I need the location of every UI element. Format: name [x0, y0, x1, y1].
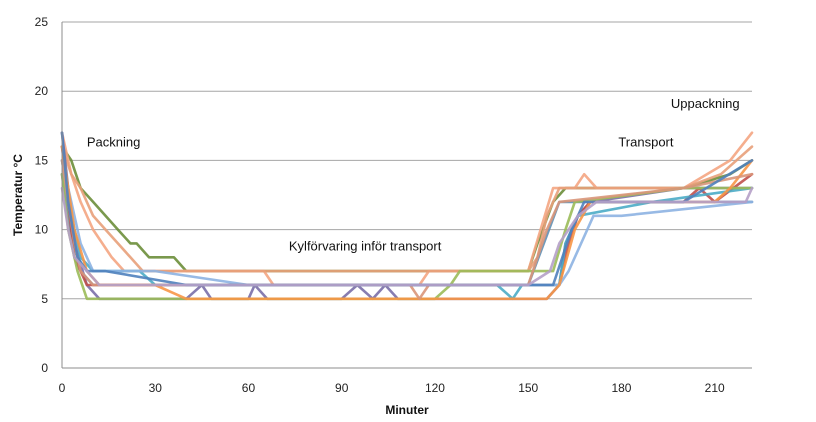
y-tick-label: 15: [35, 153, 49, 167]
x-axis-title: Minuter: [385, 403, 429, 417]
axes: [61, 22, 752, 369]
y-tick-label: 10: [35, 223, 49, 237]
series-line-8: [60, 172, 754, 301]
y-tick-label: 25: [35, 15, 49, 29]
annotation-label: Uppackning: [671, 96, 740, 111]
y-tick-label: 20: [35, 84, 49, 98]
x-tick-label: 180: [611, 381, 631, 395]
x-tick-label: 210: [705, 381, 725, 395]
annotation-label: Kylförvaring inför transport: [289, 238, 442, 253]
tick-labels: 0 5 10 15 20 25 0 30 60 90 120 150 180 210: [35, 15, 725, 395]
x-tick-label: 120: [425, 381, 445, 395]
x-tick-label: 0: [59, 381, 66, 395]
annotation-label: Packning: [87, 135, 140, 150]
series-layer: [60, 131, 754, 301]
annotations: Packning Kylförvaring inför transport Tran…: [87, 96, 740, 254]
x-tick-label: 90: [335, 381, 349, 395]
y-tick-label: 5: [41, 292, 48, 306]
x-tick-label: 60: [242, 381, 256, 395]
y-axis-title: Temperatur °C: [11, 154, 25, 236]
x-tick-label: 30: [149, 381, 163, 395]
x-tick-label: 150: [518, 381, 538, 395]
annotation-label: Transport: [618, 135, 674, 150]
y-tick-label: 0: [41, 361, 48, 375]
series-line-13: [60, 186, 754, 287]
